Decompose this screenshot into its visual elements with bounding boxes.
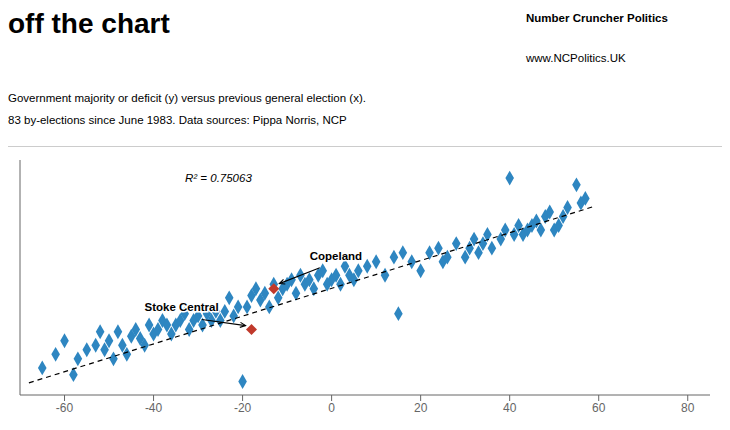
svg-text:Copeland: Copeland [310,250,362,262]
svg-text:60: 60 [592,401,606,415]
html-text:Number Cruncher Politics: Number Cruncher Politics [526,12,668,24]
html-text:83 by-elections since June 198: 83 by-elections since June 1983. Data so… [8,114,347,126]
html-text:off the chart: off the chart [8,8,170,39]
html-text:Government majority or deficit: Government majority or deficit (y) versu… [8,92,366,104]
html-text:R² = 0.75063: R² = 0.75063 [185,172,252,184]
html-text:www.NCPolitics.UK: www.NCPolitics.UK [526,52,626,64]
svg-text:Stoke Central: Stoke Central [144,301,218,313]
svg-text:0: 0 [328,401,335,415]
svg-text:-40: -40 [145,401,163,415]
svg-text:-60: -60 [56,401,74,415]
svg-text:20: 20 [414,401,428,415]
svg-text:-20: -20 [234,401,252,415]
svg-text:40: 40 [503,401,517,415]
svg-text:80: 80 [681,401,695,415]
